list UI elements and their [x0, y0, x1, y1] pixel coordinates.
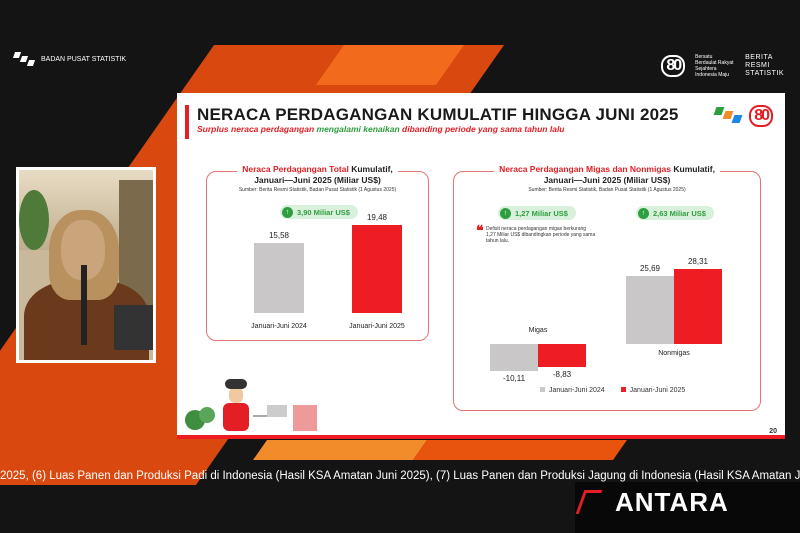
subtitle-part: Surplus neraca perdagangan: [197, 124, 317, 134]
presentation-slide: NERACA PERDAGANGAN KUMULATIF HINGGA JUNI…: [177, 93, 785, 439]
legend-label: Januari-Juni 2024: [549, 387, 605, 394]
slide-logos: 80: [713, 105, 773, 127]
change-value: 3,90 Miliar US$: [297, 207, 350, 217]
brs-line: BERITA: [745, 54, 773, 61]
anniversary-80-logo: 80: [749, 105, 773, 127]
bps-mark-icon: [12, 52, 36, 66]
panel-title-line2: Januari—Juni 2025 (Miliar US$): [543, 175, 671, 185]
change-value: 1,27 Miliar US$: [515, 208, 568, 218]
migas-nonmigas-panel: Neraca Perdagangan Migas dan Nonmigas Ku…: [453, 164, 761, 411]
quote-icon: ❝: [476, 222, 484, 238]
bar: [254, 242, 304, 313]
data-label: -8,83: [552, 370, 572, 380]
x-tick-label: Januari-Juni 2024: [251, 323, 307, 330]
antara-logo-text: ANTARA: [615, 487, 729, 517]
org-name: BADAN PUSAT STATISTIK: [41, 55, 127, 63]
bar: [674, 268, 722, 344]
bps-logo-icon: [713, 105, 743, 127]
change-value: 2,63 Miliar US$: [653, 208, 706, 218]
arrow-up-icon: ↑: [500, 207, 511, 219]
panel-title-rest: Kumulatif,: [671, 164, 715, 174]
subtitle-part: dibanding periode yang sama tahun lalu: [399, 124, 565, 134]
panel-title: Neraca Perdagangan Migas dan Nonmigas Ku…: [454, 164, 760, 186]
panel-title-line2: Januari—Juni 2025 (Miliar US$): [254, 175, 381, 185]
panel-title-rest: Kumulatif,: [348, 164, 393, 174]
total-balance-panel: Neraca Perdagangan Total Kumulatif, Janu…: [206, 164, 429, 341]
orange-stripe: [252, 440, 428, 460]
source-note: Sumber: Berita Resmi Statistik, Badan Pu…: [238, 187, 397, 193]
bar: [490, 344, 538, 371]
x-tick-label: Januari-Juni 2025: [349, 323, 405, 330]
slide-footer-bar: [177, 435, 785, 439]
source-note: Sumber: Berita Resmi Statistik, Badan Pu…: [528, 187, 686, 193]
x-tick-label: Migas: [528, 327, 548, 334]
x-tick-label: Nonmigas: [658, 350, 690, 357]
tagline: Bersatu Berdaulat Rakyat Sejahtera Indon…: [695, 54, 734, 78]
arrow-up-icon: ↑: [638, 207, 649, 219]
brs-logo: BERITA RESMI STATISTIK: [745, 54, 784, 78]
legend-item: Januari-Juni 2025: [620, 387, 686, 394]
chart-legend: Januari-Juni 2024 Januari-Juni 2025: [540, 387, 685, 394]
slide-subtitle: Surplus neraca perdagangan mengalami ken…: [197, 124, 565, 134]
brs-line: STATISTIK: [745, 70, 784, 77]
legend-item: Januari-Juni 2024: [540, 387, 605, 394]
slide-title: NERACA PERDAGANGAN KUMULATIF HINGGA JUNI…: [197, 105, 679, 124]
page-number: 20: [769, 428, 777, 435]
legend-label: Januari-Juni 2025: [629, 387, 686, 394]
data-label: 15,58: [268, 230, 290, 240]
change-badge-migas: ↑ 1,27 Miliar US$: [498, 206, 576, 220]
bar: [538, 344, 586, 368]
change-badge-nonmigas: ↑ 2,63 Miliar US$: [636, 206, 714, 220]
arrow-up-icon: ↑: [282, 206, 293, 218]
data-label: 28,31: [687, 256, 709, 266]
bar: [352, 225, 402, 313]
panel-title: Neraca Perdagangan Total Kumulatif, Janu…: [207, 164, 428, 186]
antara-watermark-bg: [575, 482, 800, 533]
data-label: 19,48: [366, 213, 388, 223]
data-label: -10,11: [502, 373, 526, 383]
bps-logo: BADAN PUSAT STATISTIK: [12, 52, 127, 66]
presenter-illustration: [185, 379, 317, 431]
bar: [626, 275, 674, 344]
migas-note: Defisit neraca perdagangan migas berkura…: [486, 226, 596, 244]
change-badge: ↑ 3,90 Miliar US$: [280, 205, 358, 219]
anniversary-80-logo: 80: [661, 55, 686, 77]
brs-line: RESMI: [745, 62, 770, 69]
microphone-icon: [81, 265, 87, 345]
header-logos: 80 Bersatu Berdaulat Rakyat Sejahtera In…: [661, 54, 784, 78]
panel-title-red: Neraca Perdagangan Migas dan Nonmigas: [499, 164, 672, 174]
subtitle-highlight: mengalami kenaikan: [316, 124, 400, 134]
data-label: 25,69: [639, 263, 661, 273]
title-accent: [185, 105, 189, 139]
panel-title-red: Neraca Perdagangan Total: [242, 164, 349, 174]
orange-stripe: [412, 440, 628, 460]
presenter-video: [16, 167, 156, 363]
news-ticker: 2025, (6) Luas Panen dan Produksi Padi d…: [0, 470, 800, 482]
